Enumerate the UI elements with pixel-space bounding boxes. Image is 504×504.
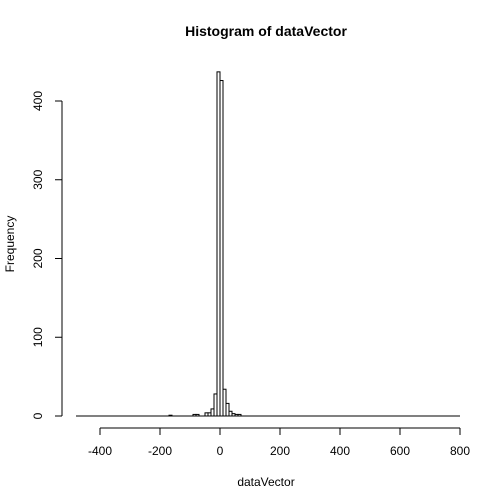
y-axis-label: Frequency	[3, 216, 17, 273]
histogram-bar	[168, 414, 173, 417]
x-axis-label: dataVector	[237, 475, 294, 489]
y-tick-label: 100	[31, 327, 45, 347]
x-tick-label: -200	[148, 444, 172, 458]
histogram-bar	[237, 413, 242, 417]
x-tick-label: -400	[88, 444, 112, 458]
x-tick-label: 600	[390, 444, 410, 458]
histogram-bar	[222, 388, 227, 417]
chart-title: Histogram of dataVector	[185, 23, 347, 39]
x-tick-label: 800	[450, 444, 470, 458]
x-axis: -400 -200 0 200 400 600 800	[88, 427, 470, 458]
histogram-bar	[225, 402, 230, 417]
x-tick-label: 200	[270, 444, 290, 458]
y-tick-label: 200	[31, 248, 45, 268]
histogram-bars	[76, 71, 460, 417]
histogram-bar	[195, 413, 200, 417]
histogram-bar	[219, 80, 224, 417]
y-tick-label: 0	[31, 412, 45, 419]
y-tick-label: 300	[31, 169, 45, 189]
x-tick-label: 400	[330, 444, 350, 458]
y-axis: 0 100 200 300 400	[31, 91, 63, 419]
x-tick-label: 0	[217, 444, 224, 458]
y-tick-label: 400	[31, 91, 45, 111]
